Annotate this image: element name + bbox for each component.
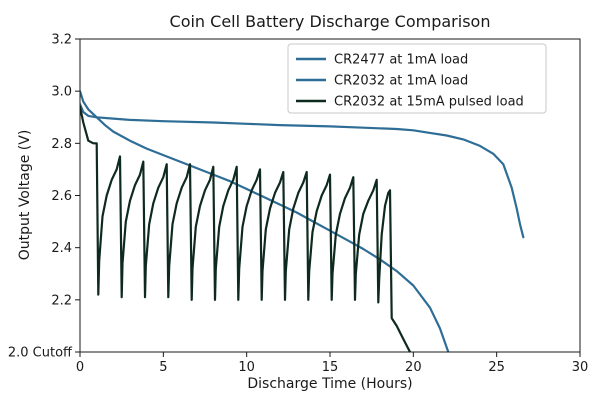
legend-label-1: CR2032 at 1mA load (334, 74, 468, 89)
y-tick-label: 2.6 (51, 189, 72, 204)
x-axis-title: Discharge Time (Hours) (247, 376, 412, 392)
legend-box (287, 43, 547, 114)
series-line-0 (80, 103, 525, 239)
legend: CR2477 at 1mA load CR2032 at 1mA load CR20… (287, 43, 547, 114)
legend-label-2: CR2032 at 15mA pulsed load (334, 95, 524, 110)
legend-label-0: CR2477 at 1mA load (334, 53, 468, 68)
y-tick-label: 2.2 (51, 293, 72, 308)
x-tick-label: 30 (572, 360, 589, 375)
x-tick-label: 15 (322, 360, 339, 375)
y-tick-label: 2.8 (51, 137, 72, 152)
y-axis-ticks: 2.0 Cutoff 2.2 2.4 2.6 2.8 3.0 3.2 (8, 33, 80, 361)
x-tick-label: 25 (488, 360, 505, 375)
y-tick-label: 2.0 Cutoff (8, 346, 73, 361)
chart-title: Coin Cell Battery Discharge Comparison (170, 12, 491, 31)
x-tick-label: 20 (405, 360, 422, 375)
x-tick-label: 5 (159, 360, 167, 375)
x-tick-label: 0 (76, 360, 84, 375)
series-layer (80, 90, 525, 352)
x-axis-ticks: 0 5 10 15 20 25 30 (76, 352, 588, 375)
y-axis-title: Output Voltage (V) (17, 130, 33, 261)
series-line-2 (80, 105, 412, 352)
y-tick-label: 3.2 (51, 33, 72, 48)
y-tick-label: 3.0 (51, 85, 72, 100)
x-tick-label: 10 (238, 360, 255, 375)
y-tick-label: 2.4 (51, 241, 72, 256)
series-line-1 (80, 90, 450, 352)
